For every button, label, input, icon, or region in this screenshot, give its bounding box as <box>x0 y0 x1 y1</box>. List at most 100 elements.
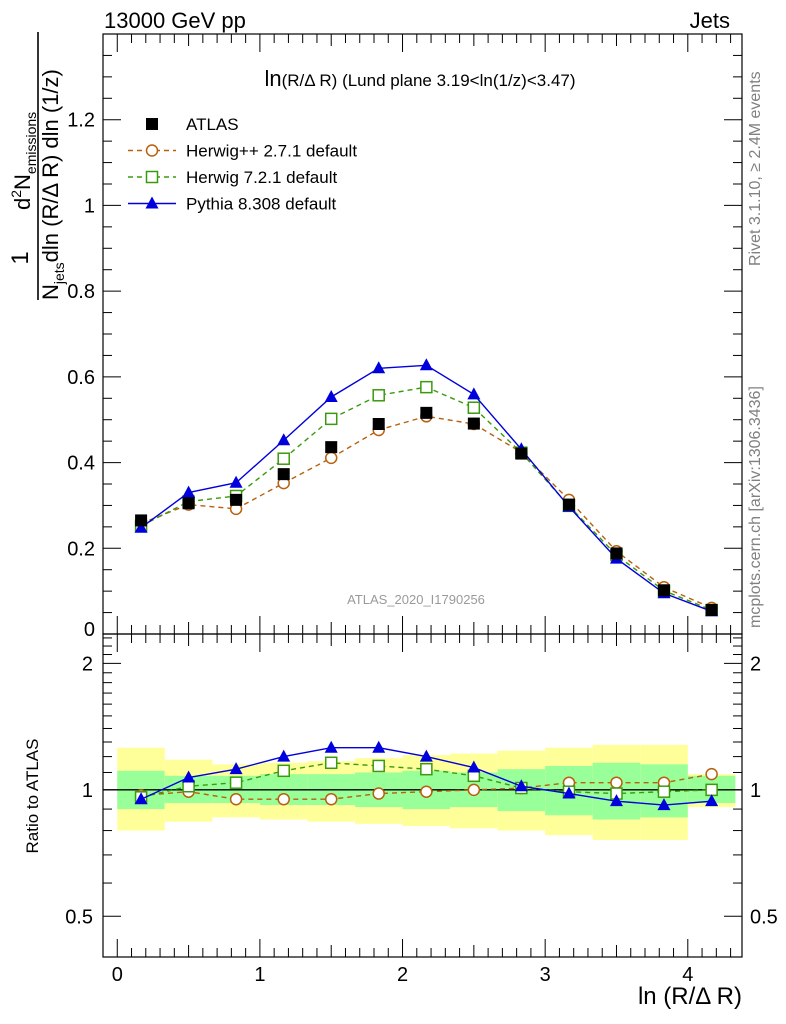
y-den-rest: dln (R/Δ R) dln (1/z) <box>38 69 63 262</box>
data-point <box>182 770 196 783</box>
data-point <box>419 749 433 762</box>
y-num-main: d <box>10 198 35 210</box>
legend-entry: Herwig 7.2.1 default <box>128 168 337 187</box>
x-tick-label: 0 <box>112 964 123 986</box>
data-point <box>372 787 385 800</box>
main-atlas-series <box>135 406 718 616</box>
data-point <box>145 170 159 184</box>
legend-entry: Pythia 8.308 default <box>128 195 337 214</box>
analysis-watermark: ATLAS_2020_I1790256 <box>347 592 485 607</box>
data-point <box>145 144 159 157</box>
ratio-y-tick-label-right: 0.5 <box>750 906 778 928</box>
legend-entry: Herwig++ 2.7.1 default <box>128 142 357 161</box>
ratio-y-tick-label: 2 <box>82 653 93 675</box>
legend-label: Herwig 7.2.1 default <box>186 168 337 187</box>
ratio-frame-rect <box>102 633 743 958</box>
data-point <box>145 196 159 209</box>
data-point <box>657 798 671 811</box>
data-point <box>277 792 290 806</box>
data-point <box>609 794 623 807</box>
ratio-series-group <box>134 740 719 811</box>
header-left-label: 13000 GeV pp <box>104 8 246 33</box>
data-point <box>277 468 290 481</box>
title-rest: (Lund plane 3.19<ln(1/z)<3.47) <box>337 71 575 90</box>
y-num-sub: emissions <box>23 112 39 174</box>
y-label-denominator: Njetsdln (R/Δ R) dln (1/z) <box>38 69 67 300</box>
main-series-group <box>134 358 719 617</box>
data-point <box>372 361 386 374</box>
ratio-y-axis-label: Ratio to ATLAS <box>23 739 42 854</box>
main-pythia-8-308-default-series <box>134 358 719 617</box>
rivet-label: Rivet 3.1.10, ≥ 2.4M events <box>747 71 764 266</box>
x-tick-label: 4 <box>682 964 693 986</box>
main-y-axis-label: 1 d2 Nemissions Njetsdln (R/Δ R) dln (1/z… <box>7 32 67 300</box>
data-point <box>134 792 148 805</box>
data-point <box>324 792 338 806</box>
x-tick-label: 2 <box>397 964 408 986</box>
ratio-y-tick-label-right: 2 <box>750 653 761 675</box>
y-den-sub: jets <box>51 262 67 285</box>
data-point <box>705 794 719 807</box>
title-arg: (R/Δ R) <box>282 71 338 90</box>
header-right-label: Jets <box>690 8 730 33</box>
plot-title: ln(R/Δ R) (Lund plane 3.19<ln(1/z)<3.47) <box>264 66 575 91</box>
data-point <box>420 406 433 419</box>
y-num-sup: 2 <box>8 190 24 198</box>
y-tick-label: 1.2 <box>67 110 95 132</box>
data-point <box>467 387 481 400</box>
data-point <box>277 433 291 446</box>
data-point <box>610 776 623 789</box>
ratio-y-tick-label: 1 <box>82 780 93 802</box>
data-point <box>420 380 433 394</box>
data-point <box>372 740 386 753</box>
data-point <box>146 118 158 130</box>
legend-label: Pythia 8.308 default <box>186 195 337 214</box>
ratio-pythia-8-308-default-series <box>134 740 719 811</box>
data-point <box>277 764 290 778</box>
x-tick-label: 3 <box>540 964 551 986</box>
data-point <box>562 786 576 799</box>
y-tick-label: 0.8 <box>67 281 95 303</box>
data-point <box>134 520 148 533</box>
data-point <box>229 792 243 806</box>
data-point <box>657 785 671 798</box>
main-y-tick-labels: 0.2 0.4 0.6 0.8 1 1.2 0 <box>67 110 95 641</box>
y-tick-label: 0.2 <box>67 538 95 560</box>
data-point <box>467 401 481 414</box>
data-point <box>467 783 481 797</box>
y-tick-label-zero: 0 <box>84 619 95 641</box>
data-point <box>324 756 338 770</box>
ratio-axis-ticks <box>103 637 742 958</box>
y-label-one: 1 <box>7 251 34 264</box>
x-axis-label: ln (R/Δ R) <box>638 983 742 1010</box>
ratio-y-tick-label: 0.5 <box>65 906 93 928</box>
main-axis-ticks <box>103 34 742 957</box>
data-point <box>420 762 433 776</box>
mcplots-label: mcplots.cern.ch [arXiv:1306.3436] <box>747 386 764 628</box>
data-point <box>372 418 385 430</box>
data-point <box>372 389 385 402</box>
data-point <box>324 451 338 465</box>
data-point <box>135 514 148 527</box>
legend-label: ATLAS <box>186 115 239 134</box>
data-point <box>324 390 338 402</box>
data-point <box>467 417 480 430</box>
data-point <box>705 604 718 616</box>
data-point <box>325 441 338 454</box>
data-point <box>705 783 718 797</box>
x-tick-labels: 0 1 2 3 4 <box>112 964 694 986</box>
data-point <box>229 776 243 789</box>
data-point <box>420 785 433 798</box>
data-point <box>182 497 195 510</box>
main-herwig-2-7-1-default-series <box>134 410 718 615</box>
y-tick-label: 1 <box>84 195 95 217</box>
y-den-main: N <box>38 284 63 300</box>
ratio-panel: 0.5 0.5 1 1 2 2 0 1 2 3 4 Ratio to ATLAS ln (R/Δ … <box>23 633 778 1010</box>
data-point <box>277 452 290 465</box>
data-point <box>324 740 338 753</box>
data-point <box>229 762 243 775</box>
main-panel: 0.2 0.4 0.6 0.8 1 1.2 0 ln(R/Δ R) (Lund plane … <box>67 33 743 957</box>
x-tick-label: 1 <box>254 964 265 986</box>
data-point <box>514 779 528 792</box>
data-point <box>705 767 718 781</box>
